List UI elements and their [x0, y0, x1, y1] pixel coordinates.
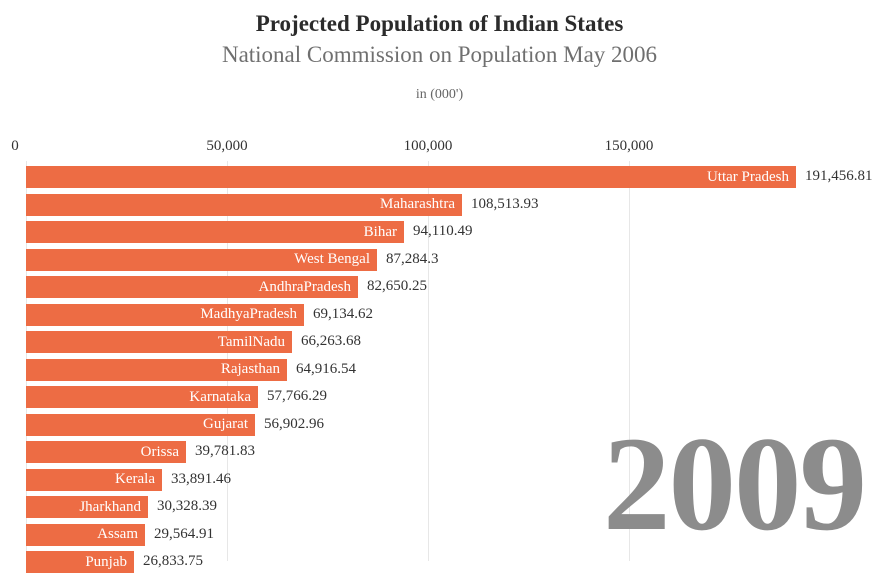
gridline	[629, 161, 630, 561]
bar: Bihar	[26, 221, 404, 243]
bar-row: West Bengal 87,284.3	[26, 248, 879, 271]
bar: Maharashtra	[26, 193, 462, 216]
bar-value: 66,263.68	[301, 333, 361, 349]
bar-label: Uttar Pradesh	[706, 168, 789, 185]
bar-value: 56,902.96	[264, 415, 324, 432]
bar-label: Jharkhand	[79, 498, 141, 515]
bar-label: Gujarat	[203, 416, 248, 432]
bar-value: 87,284.3	[386, 250, 439, 267]
chart-subtitle: National Commission on Population May 20…	[221, 42, 658, 67]
bar-row: MadhyaPradesh 69,134.62	[26, 303, 879, 326]
bar-label: TamilNadu	[217, 333, 285, 350]
bar-row: Orissa 39,781.83	[26, 441, 879, 463]
x-tick-label: 150,000	[604, 138, 654, 154]
bar-label: Bihar	[363, 223, 397, 240]
bar-label: Punjab	[85, 553, 127, 570]
bar-row: Uttar Pradesh 191,456.81	[26, 166, 879, 188]
bar-label: MadhyaPradesh	[200, 306, 297, 322]
bar-row: Kerala 33,891.46	[26, 468, 879, 491]
bar-row: Karnataka 57,766.29	[26, 386, 879, 408]
x-tick-label: 100,000	[403, 138, 453, 154]
bar-value: 26,833.75	[143, 553, 203, 569]
x-tick-label: 50,000	[206, 138, 248, 154]
bar: Karnataka	[26, 386, 258, 408]
bar-row: AndhraPradesh 82,650.25	[26, 276, 879, 298]
bar: Assam	[26, 523, 145, 546]
bar: Kerala	[26, 468, 162, 491]
bar-row: TamilNadu 66,263.68	[26, 331, 879, 353]
bar-row: Punjab 26,833.75	[26, 551, 879, 573]
bar-value: 39,781.83	[195, 443, 255, 459]
bar-label: Maharashtra	[380, 196, 455, 212]
unit-label: in (000')	[415, 87, 464, 102]
bar-label: West Bengal	[294, 251, 370, 267]
chart-title: Projected Population of Indian States	[255, 11, 624, 36]
bar: Uttar Pradesh	[26, 166, 796, 188]
bar-label: Rajasthan	[220, 361, 280, 377]
bar-row: Jharkhand 30,328.39	[26, 496, 879, 518]
bar: Jharkhand	[26, 496, 148, 518]
bar-value: 69,134.62	[313, 305, 373, 322]
bar-label: AndhraPradesh	[258, 278, 351, 295]
bar-row: Rajasthan 64,916.54	[26, 358, 879, 381]
bar: AndhraPradesh	[26, 276, 358, 298]
bar-value: 33,891.46	[171, 470, 231, 487]
bar-label: Assam	[97, 526, 138, 542]
bar: Orissa	[26, 441, 186, 463]
bar: MadhyaPradesh	[26, 303, 304, 326]
bar-value: 82,650.25	[367, 278, 427, 294]
bar-label: Orissa	[140, 443, 179, 460]
bar-row: Assam 29,564.91	[26, 523, 879, 546]
bar: West Bengal	[26, 248, 377, 271]
bar-row: Maharashtra 108,513.93	[26, 193, 879, 216]
bar: Rajasthan	[26, 358, 287, 381]
bar-value: 30,328.39	[157, 498, 217, 514]
x-tick-label: 0	[11, 138, 19, 154]
bar: Punjab	[26, 551, 134, 573]
bar-value: 108,513.93	[471, 195, 539, 212]
bar-label: Kerala	[115, 471, 155, 487]
bar-row: Bihar 94,110.49	[26, 221, 879, 243]
gridline	[428, 161, 429, 561]
bar-value: 94,110.49	[413, 223, 473, 239]
bar-label: Karnataka	[189, 388, 251, 405]
bar: TamilNadu	[26, 331, 292, 353]
year-label: 2009	[603, 410, 867, 559]
bar-value: 57,766.29	[267, 388, 327, 404]
bar-row: Gujarat 56,902.96	[26, 413, 879, 436]
bar: Gujarat	[26, 413, 255, 436]
bar-value: 191,456.81	[805, 168, 873, 184]
bar-value: 29,564.91	[154, 525, 214, 542]
bar-value: 64,916.54	[296, 360, 356, 377]
